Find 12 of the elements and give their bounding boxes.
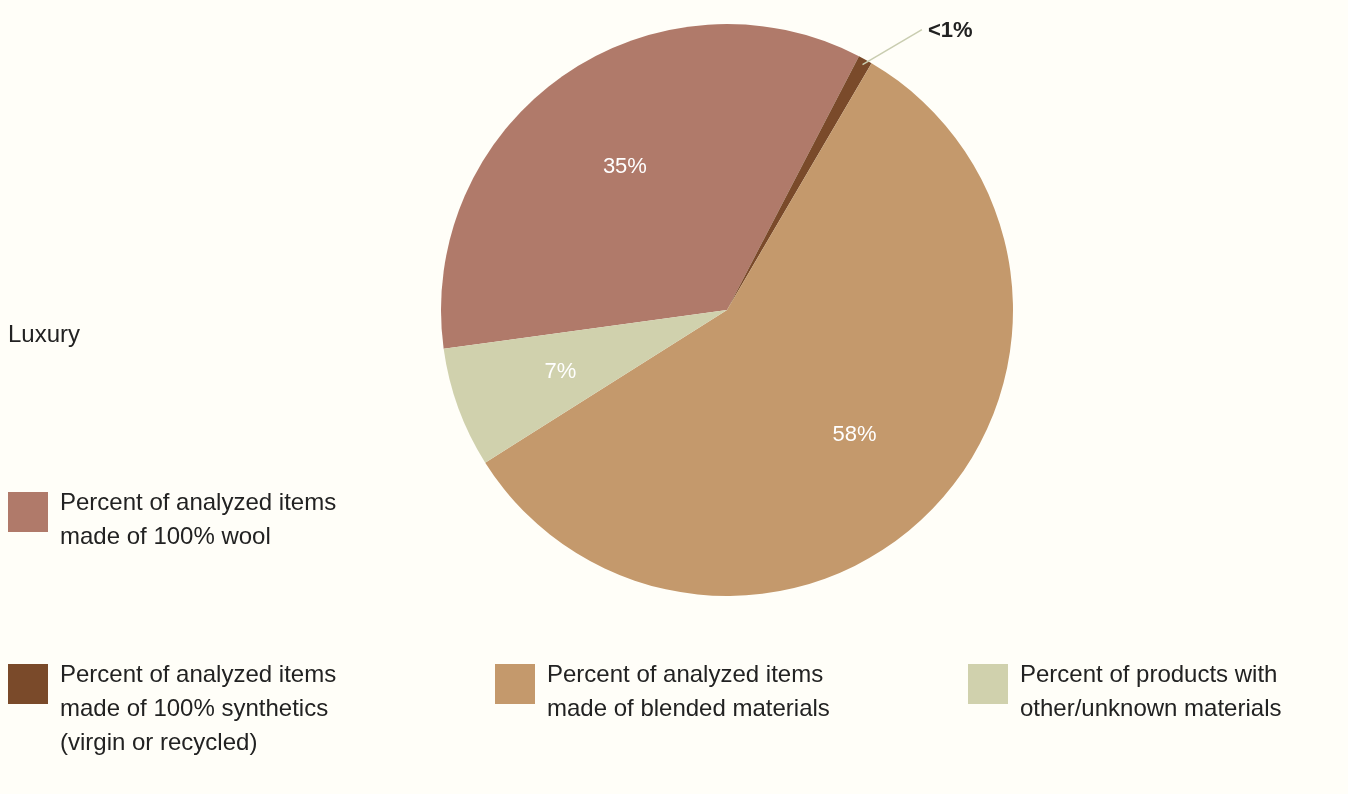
- legend-label: Percent of analyzed items made of blended materials: [547, 660, 830, 721]
- data-label: 35%: [602, 152, 647, 178]
- data-label: 58%: [832, 420, 877, 446]
- data-label: 7%: [544, 358, 577, 384]
- text: Luxury: [8, 320, 81, 347]
- data-label: <1%: [927, 17, 973, 43]
- pie-slice: [441, 24, 859, 349]
- legend-label: Percent of analyzed items made of 100% synthetics (virgin or recycled): [60, 660, 337, 755]
- pie-slice: [443, 310, 727, 463]
- pie-slice: [485, 63, 1013, 596]
- legend-label: Percent of products with other/unknown materials: [1020, 660, 1282, 721]
- legend-label: Percent of analyzed items made of 100% wool: [60, 488, 337, 549]
